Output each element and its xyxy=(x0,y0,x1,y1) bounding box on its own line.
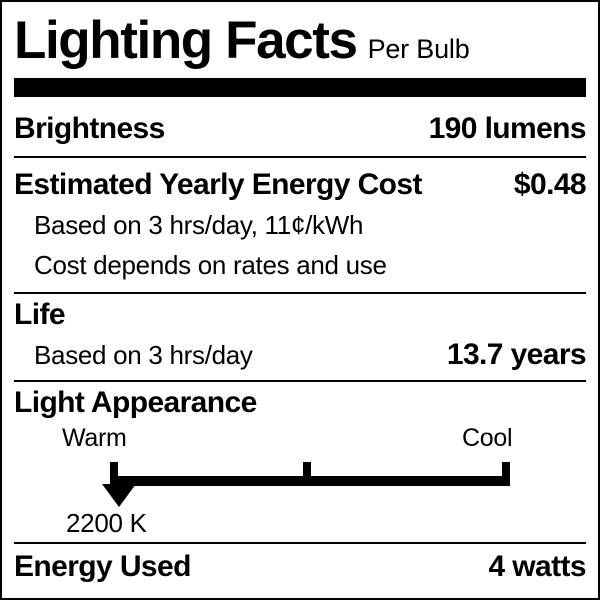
energy-cost-note-2-row: Cost depends on rates and use xyxy=(14,252,586,278)
energy-cost-note-1: Based on 3 hrs/day, 11¢/kWh xyxy=(34,210,364,240)
brightness-label: Brightness xyxy=(14,112,165,145)
divider-after-light-appearance xyxy=(14,542,586,544)
energy-used-row: Energy Used 4 watts xyxy=(14,550,587,583)
energy-used-value: 4 watts xyxy=(488,550,586,583)
life-row: Life xyxy=(14,300,586,330)
label-content: Lighting Facts Per Bulb Brightness 190 l… xyxy=(14,2,587,598)
scale-tick-middle xyxy=(303,462,311,482)
scale-marker-triangle-icon xyxy=(102,484,136,507)
energy-cost-note-2: Cost depends on rates and use xyxy=(34,250,387,280)
light-appearance-scale: Warm Cool 2200 K xyxy=(14,426,586,538)
energy-cost-row: Estimated Yearly Energy Cost $0.48 xyxy=(14,168,587,201)
scale-label-cool: Cool xyxy=(462,424,513,452)
divider-after-life xyxy=(14,380,586,382)
light-appearance-label: Light Appearance xyxy=(14,386,257,419)
light-appearance-row: Light Appearance xyxy=(14,388,586,418)
label-header: Lighting Facts Per Bulb xyxy=(14,14,586,67)
life-label: Life xyxy=(14,298,66,331)
life-note: Based on 3 hrs/day xyxy=(34,340,253,370)
energy-used-label: Energy Used xyxy=(14,550,191,583)
brightness-row: Brightness 190 lumens xyxy=(14,112,587,145)
brightness-value: 190 lumens xyxy=(428,112,587,145)
header-divider-bar xyxy=(14,78,586,97)
page-subtitle: Per Bulb xyxy=(367,34,470,64)
scale-label-warm: Warm xyxy=(62,424,127,452)
scale-tick-right xyxy=(502,462,510,482)
energy-cost-label: Estimated Yearly Energy Cost xyxy=(14,168,422,201)
scale-tick-left xyxy=(110,462,118,482)
scale-end-labels: Warm Cool xyxy=(14,426,586,458)
scale-marker-value: 2200 K xyxy=(66,508,147,538)
divider-after-brightness xyxy=(14,156,586,158)
life-value: 13.7 years xyxy=(446,338,587,371)
energy-cost-note-1-row: Based on 3 hrs/day, 11¢/kWh xyxy=(14,212,586,238)
life-detail-row: Based on 3 hrs/day 13.7 years xyxy=(14,338,587,371)
divider-after-energy-cost xyxy=(14,292,586,294)
energy-cost-value: $0.48 xyxy=(513,168,587,201)
scale-bar-area xyxy=(14,462,586,507)
page-title: Lighting Facts xyxy=(14,11,358,70)
